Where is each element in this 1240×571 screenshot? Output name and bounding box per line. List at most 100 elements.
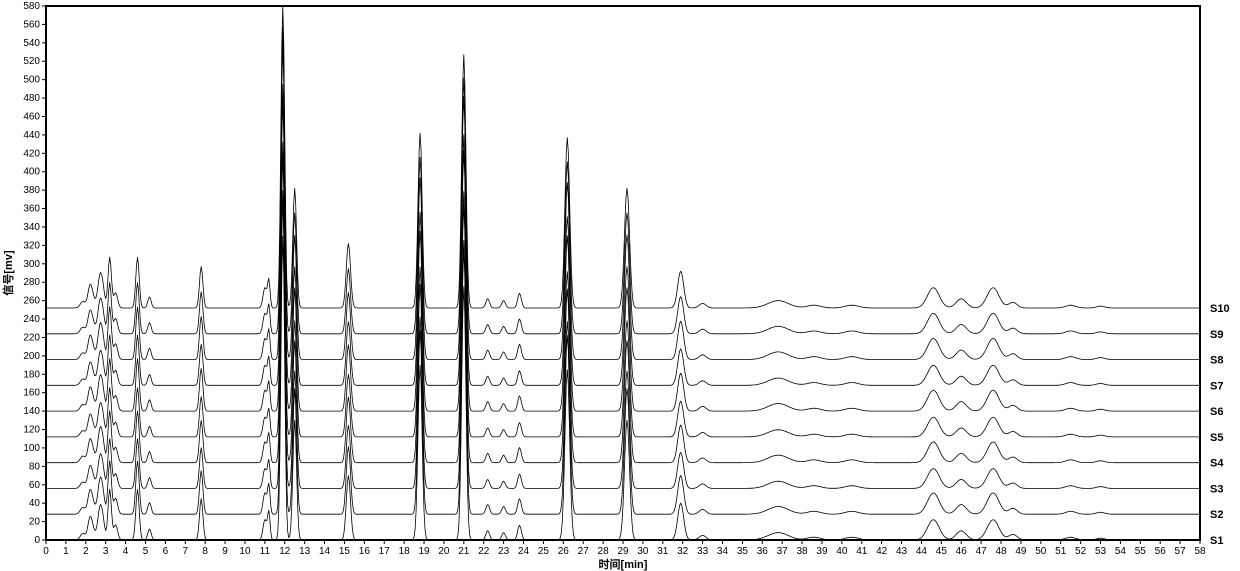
y-tick-label: 560	[23, 19, 40, 30]
x-tick-label: 20	[438, 546, 450, 557]
x-tick-label: 45	[936, 546, 948, 557]
x-tick-label: 10	[239, 546, 251, 557]
x-tick-label: 16	[359, 546, 371, 557]
x-tick-label: 32	[677, 546, 689, 557]
x-tick-label: 19	[418, 546, 430, 557]
y-tick-label: 160	[23, 388, 40, 399]
x-tick-label: 3	[103, 546, 109, 557]
x-tick-label: 8	[202, 546, 208, 557]
x-tick-label: 12	[279, 546, 291, 557]
y-tick-label: 320	[23, 240, 40, 251]
x-tick-label: 46	[956, 546, 968, 557]
x-tick-label: 5	[143, 546, 149, 557]
x-tick-label: 44	[916, 546, 928, 557]
x-tick-label: 21	[458, 546, 470, 557]
chart-svg: 0204060801001201401601802002202402602803…	[0, 0, 1240, 571]
x-tick-label: 23	[498, 546, 510, 557]
x-tick-label: 33	[697, 546, 709, 557]
x-tick-label: 49	[1015, 546, 1027, 557]
y-tick-label: 420	[23, 148, 40, 159]
x-tick-label: 47	[976, 546, 988, 557]
series-label: S7	[1210, 380, 1223, 392]
x-tick-label: 6	[163, 546, 169, 557]
y-tick-label: 40	[29, 498, 41, 509]
x-tick-label: 4	[123, 546, 129, 557]
series-label: S6	[1210, 406, 1223, 418]
y-tick-label: 460	[23, 111, 40, 122]
x-tick-label: 18	[399, 546, 411, 557]
series-label: S4	[1210, 458, 1224, 470]
y-tick-label: 300	[23, 259, 40, 270]
x-tick-label: 2	[83, 546, 89, 557]
y-tick-label: 440	[23, 130, 40, 141]
series-label: S3	[1210, 483, 1223, 495]
x-tick-label: 39	[816, 546, 828, 557]
x-tick-label: 13	[299, 546, 311, 557]
x-tick-label: 51	[1055, 546, 1067, 557]
x-tick-label: 24	[518, 546, 530, 557]
series-label: S2	[1210, 509, 1223, 521]
x-tick-label: 54	[1115, 546, 1127, 557]
x-tick-label: 48	[995, 546, 1007, 557]
y-tick-label: 120	[23, 425, 40, 436]
x-tick-label: 34	[717, 546, 729, 557]
x-tick-label: 40	[836, 546, 848, 557]
y-tick-label: 60	[29, 480, 41, 491]
x-tick-label: 58	[1194, 546, 1206, 557]
y-tick-label: 360	[23, 204, 40, 215]
x-tick-label: 52	[1075, 546, 1087, 557]
x-tick-label: 1	[63, 546, 69, 557]
x-tick-label: 38	[797, 546, 809, 557]
chromatogram-trace	[46, 98, 1200, 411]
x-tick-label: 36	[757, 546, 769, 557]
x-tick-label: 22	[478, 546, 490, 557]
x-tick-label: 26	[558, 546, 570, 557]
y-tick-label: 80	[29, 461, 41, 472]
y-tick-label: 260	[23, 296, 40, 307]
y-tick-label: 200	[23, 351, 40, 362]
x-tick-label: 42	[876, 546, 888, 557]
x-tick-label: 57	[1175, 546, 1187, 557]
chromatogram-trace	[46, 6, 1200, 308]
chromatogram-chart: 0204060801001201401601802002202402602803…	[0, 0, 1240, 571]
x-tick-label: 55	[1135, 546, 1147, 557]
y-tick-label: 180	[23, 369, 40, 380]
y-axis-title: 信号[mv]	[1, 250, 15, 296]
y-tick-label: 240	[23, 314, 40, 325]
y-tick-label: 400	[23, 167, 40, 178]
chromatogram-trace	[46, 236, 1200, 540]
x-tick-label: 0	[43, 546, 49, 557]
series-label: S1	[1210, 535, 1223, 547]
x-tick-label: 29	[617, 546, 629, 557]
series-label: S8	[1210, 355, 1223, 367]
chromatogram-trace	[46, 44, 1200, 360]
y-tick-label: 540	[23, 38, 40, 49]
series-label: S10	[1210, 303, 1230, 315]
chromatogram-trace	[46, 85, 1200, 386]
x-tick-label: 25	[538, 546, 550, 557]
x-tick-label: 43	[896, 546, 908, 557]
y-tick-label: 280	[23, 277, 40, 288]
x-tick-label: 7	[182, 546, 188, 557]
y-tick-label: 0	[34, 535, 40, 546]
y-tick-label: 100	[23, 443, 40, 454]
x-tick-label: 35	[737, 546, 749, 557]
x-tick-label: 41	[856, 546, 868, 557]
x-tick-label: 15	[339, 546, 351, 557]
y-tick-label: 380	[23, 185, 40, 196]
y-tick-label: 340	[23, 222, 40, 233]
y-tick-label: 500	[23, 75, 40, 86]
y-tick-label: 140	[23, 406, 40, 417]
x-tick-label: 17	[379, 546, 391, 557]
y-tick-label: 220	[23, 332, 40, 343]
x-axis-title: 时间[min]	[599, 557, 648, 571]
x-tick-label: 11	[260, 546, 271, 557]
series-label: S5	[1210, 432, 1223, 444]
y-tick-label: 20	[29, 517, 41, 528]
chromatogram-trace	[46, 27, 1200, 334]
x-tick-label: 9	[222, 546, 228, 557]
x-tick-label: 37	[777, 546, 789, 557]
x-tick-label: 53	[1095, 546, 1107, 557]
x-tick-label: 30	[637, 546, 649, 557]
x-tick-label: 28	[598, 546, 610, 557]
